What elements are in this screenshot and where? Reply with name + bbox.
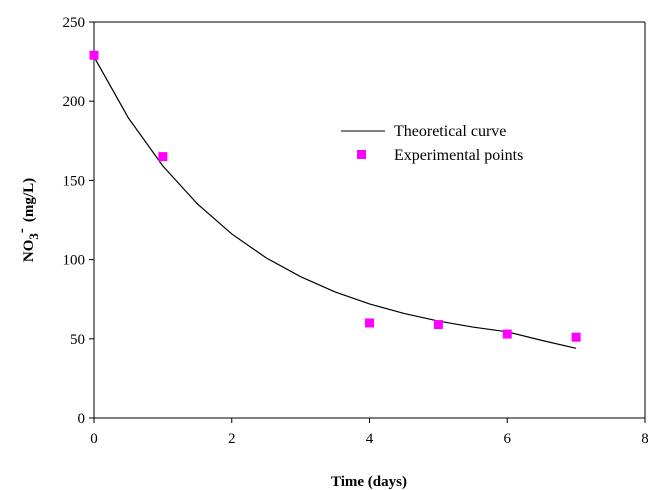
legend-label-experimental-points: Experimental points <box>394 147 523 164</box>
y-axis-title-subscript: 3 <box>26 233 41 240</box>
y-axis-title-main: NO <box>21 240 37 263</box>
svg-text:NO3-(mg/L): NO3- (mg/L) <box>14 178 41 262</box>
x-tick-label: 4 <box>366 431 374 447</box>
experimental-point <box>89 50 99 60</box>
y-ticks: 0 50 100 150 200 250 <box>63 15 94 427</box>
experimental-point <box>433 320 443 330</box>
x-tick-label: 6 <box>504 431 512 447</box>
y-tick-label: 100 <box>63 253 86 269</box>
y-axis-title: NO3- (mg/L) <box>14 178 41 262</box>
experimental-point <box>158 152 168 162</box>
y-tick-label: 150 <box>63 173 86 189</box>
experimental-point <box>365 318 374 328</box>
y-axis-title-unit: (mg/L) <box>21 178 37 222</box>
x-tick-label: 2 <box>228 431 236 447</box>
series-layer <box>89 50 581 349</box>
y-tick-label: 0 <box>78 411 86 427</box>
plot-frame <box>93 21 646 419</box>
y-tick-label: 250 <box>63 15 86 31</box>
x-tick-label: 0 <box>90 431 98 447</box>
legend: Theoretical curve Experimental points <box>341 123 523 164</box>
x-tick-label: 8 <box>641 431 648 447</box>
theoretical-curve-line <box>93 56 577 349</box>
y-tick-label: 200 <box>63 94 86 110</box>
y-axis-title-superscript: - <box>14 228 30 233</box>
x-axis-title: Time (days) <box>331 474 407 490</box>
legend-marker-swatch <box>357 150 366 159</box>
experimental-point <box>571 332 581 342</box>
x-ticks: 0 2 4 6 8 <box>90 418 648 447</box>
legend-label-theoretical-curve: Theoretical curve <box>394 123 506 140</box>
y-tick-label: 50 <box>70 332 85 348</box>
experimental-point <box>502 329 512 339</box>
